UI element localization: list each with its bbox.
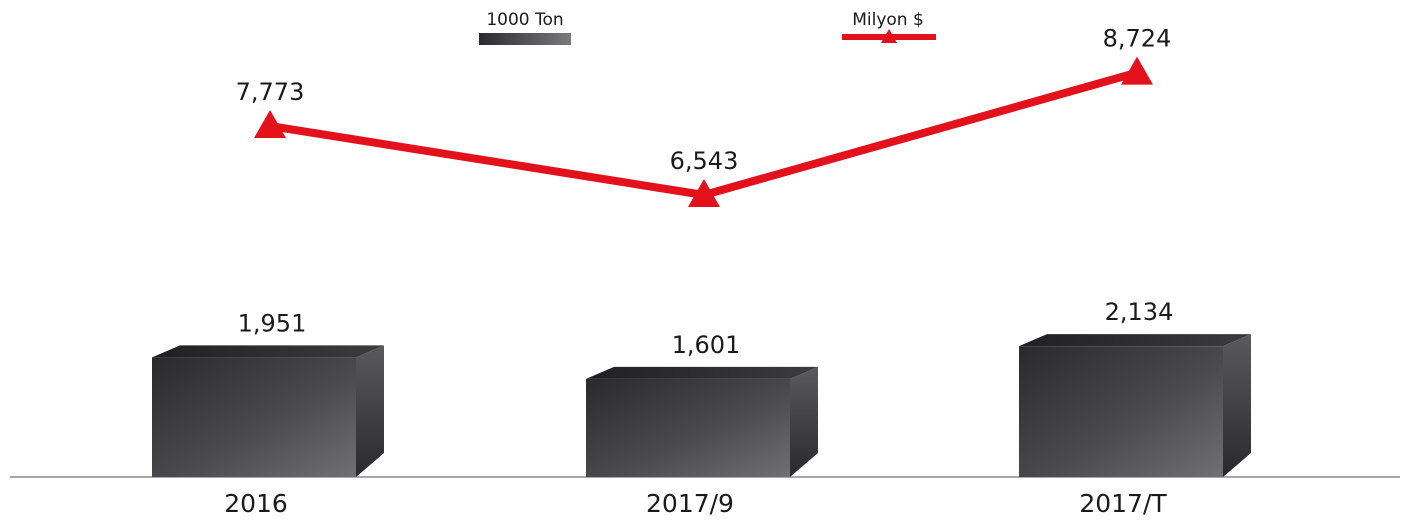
bar-front-face (152, 357, 356, 477)
bar-side-face (790, 366, 818, 477)
bar-top-face (1019, 334, 1251, 347)
line-marker (688, 179, 720, 207)
bar-value-label: 1,601 (672, 331, 741, 359)
bar-front-face (586, 378, 790, 477)
legend-label-usd: Milyon $ (852, 10, 924, 30)
line-value-label: 6,543 (670, 147, 739, 175)
legend-item-tons: 1000 Ton (479, 10, 571, 45)
bar-2017/9 (586, 366, 818, 477)
line-value-label: 7,773 (236, 78, 305, 106)
bar-side-face (1223, 334, 1251, 477)
legend: 1000 Ton Milyon $ (479, 10, 936, 45)
category-label: 2016 (224, 489, 288, 518)
category-label: 2017/T (1079, 489, 1167, 518)
line-marker (1121, 56, 1153, 85)
bar-group: 1,951 1,601 2,134 (152, 298, 1251, 477)
category-axis-labels: 2016 2017/9 2017/T (224, 489, 1167, 518)
bar-top-face (152, 345, 384, 358)
bar-front-face (1019, 346, 1223, 477)
legend-item-usd: Milyon $ (842, 10, 936, 43)
legend-marker-usd (881, 29, 897, 43)
legend-label-tons: 1000 Ton (486, 10, 563, 30)
bar-value-label: 1,951 (238, 309, 307, 337)
bar-value-label: 2,134 (1105, 298, 1174, 326)
bar-2016 (152, 345, 384, 477)
bar-side-face (356, 345, 384, 477)
line-value-label: 8,724 (1103, 25, 1172, 53)
legend-swatch-tons (479, 33, 571, 45)
line-marker (254, 110, 286, 138)
line-series-path (269, 68, 1139, 199)
bar-top-face (586, 366, 818, 379)
bar-2017/T (1019, 334, 1251, 477)
category-label: 2017/9 (646, 489, 734, 518)
line-series-group: 7,773 6,543 8,724 (236, 25, 1172, 207)
